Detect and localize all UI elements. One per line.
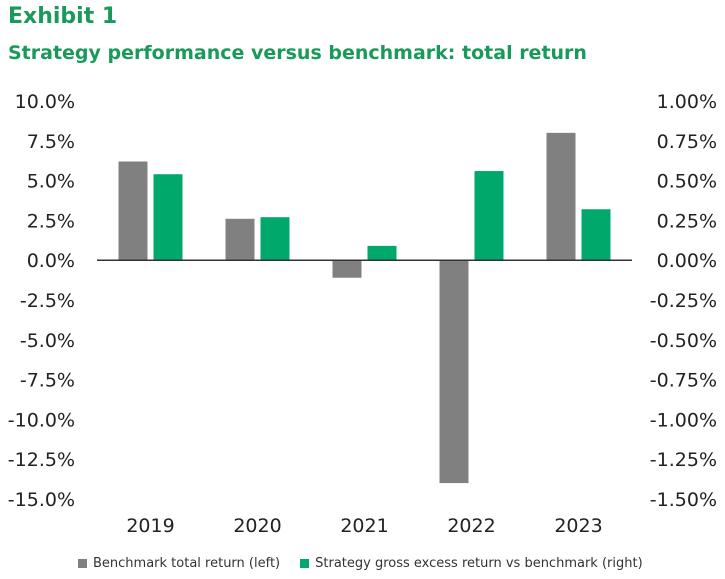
left-tick-label: -5.0% [20,330,75,352]
strategy-bar-2019 [153,174,183,261]
left-tick-label: -2.5% [20,290,75,312]
category-label-2023: 2023 [554,515,602,537]
exhibit-label: Exhibit 1 [8,4,118,29]
bars [118,132,611,484]
legend-label-strategy: Strategy gross excess return vs benchmar… [315,556,643,571]
left-tick-label: 5.0% [27,171,75,193]
right-tick-label: 0.50% [657,171,717,193]
benchmark-bar-2019 [118,161,148,261]
category-axis: 2019 2020 2021 2022 2023 [126,515,602,537]
right-tick-label: -0.25% [650,290,717,312]
legend-item-benchmark: Benchmark total return (left) [78,556,280,571]
legend-item-strategy: Strategy gross excess return vs benchmar… [300,556,643,571]
category-label-2022: 2022 [447,515,495,537]
strategy-bar-2020 [260,217,290,261]
benchmark-bar-2020 [225,218,255,261]
right-tick-label: -1.50% [650,489,717,511]
right-tick-label: 1.00% [657,91,717,113]
left-tick-label: -15.0% [8,489,75,511]
category-label-2020: 2020 [233,515,281,537]
legend-swatch-strategy [300,559,310,568]
benchmark-bar-2022 [439,260,469,484]
strategy-bar-2022 [474,171,504,261]
left-tick-label: -12.5% [8,449,75,471]
left-axis: 10.0% 7.5% 5.0% 2.5% 0.0% -2.5% -5.0% -7.5% -10.… [8,91,75,511]
benchmark-bar-2021 [332,260,362,278]
strategy-bar-2023 [581,209,611,261]
right-tick-label: -1.00% [650,409,717,431]
legend: Benchmark total return (left) Strategy g… [78,556,663,571]
right-tick-label: 0.75% [657,131,717,153]
legend-label-benchmark: Benchmark total return (left) [93,556,281,571]
right-tick-label: -1.25% [650,449,717,471]
left-tick-label: -10.0% [8,409,75,431]
left-tick-label: 0.0% [27,250,75,272]
right-tick-label: 0.25% [657,210,717,232]
chart-title: Strategy performance versus benchmark: t… [8,42,587,64]
category-label-2019: 2019 [126,515,174,537]
strategy-bar-2021 [367,245,397,261]
legend-swatch-benchmark [78,559,87,568]
left-tick-label: 10.0% [15,91,75,113]
right-tick-label: -0.50% [650,330,717,352]
left-tick-label: 2.5% [27,210,75,232]
right-axis: 1.00% 0.75% 0.50% 0.25% 0.00% -0.25% -0.50% -0.… [650,91,717,511]
right-tick-label: -0.75% [650,370,717,392]
category-label-2021: 2021 [340,515,388,537]
benchmark-bar-2023 [546,132,576,261]
left-tick-label: 7.5% [27,131,75,153]
bar-chart: 10.0% 7.5% 5.0% 2.5% 0.0% -2.5% -5.0% -7.5% -10.… [8,91,717,537]
right-tick-label: 0.00% [657,250,717,272]
left-tick-label: -7.5% [20,370,75,392]
